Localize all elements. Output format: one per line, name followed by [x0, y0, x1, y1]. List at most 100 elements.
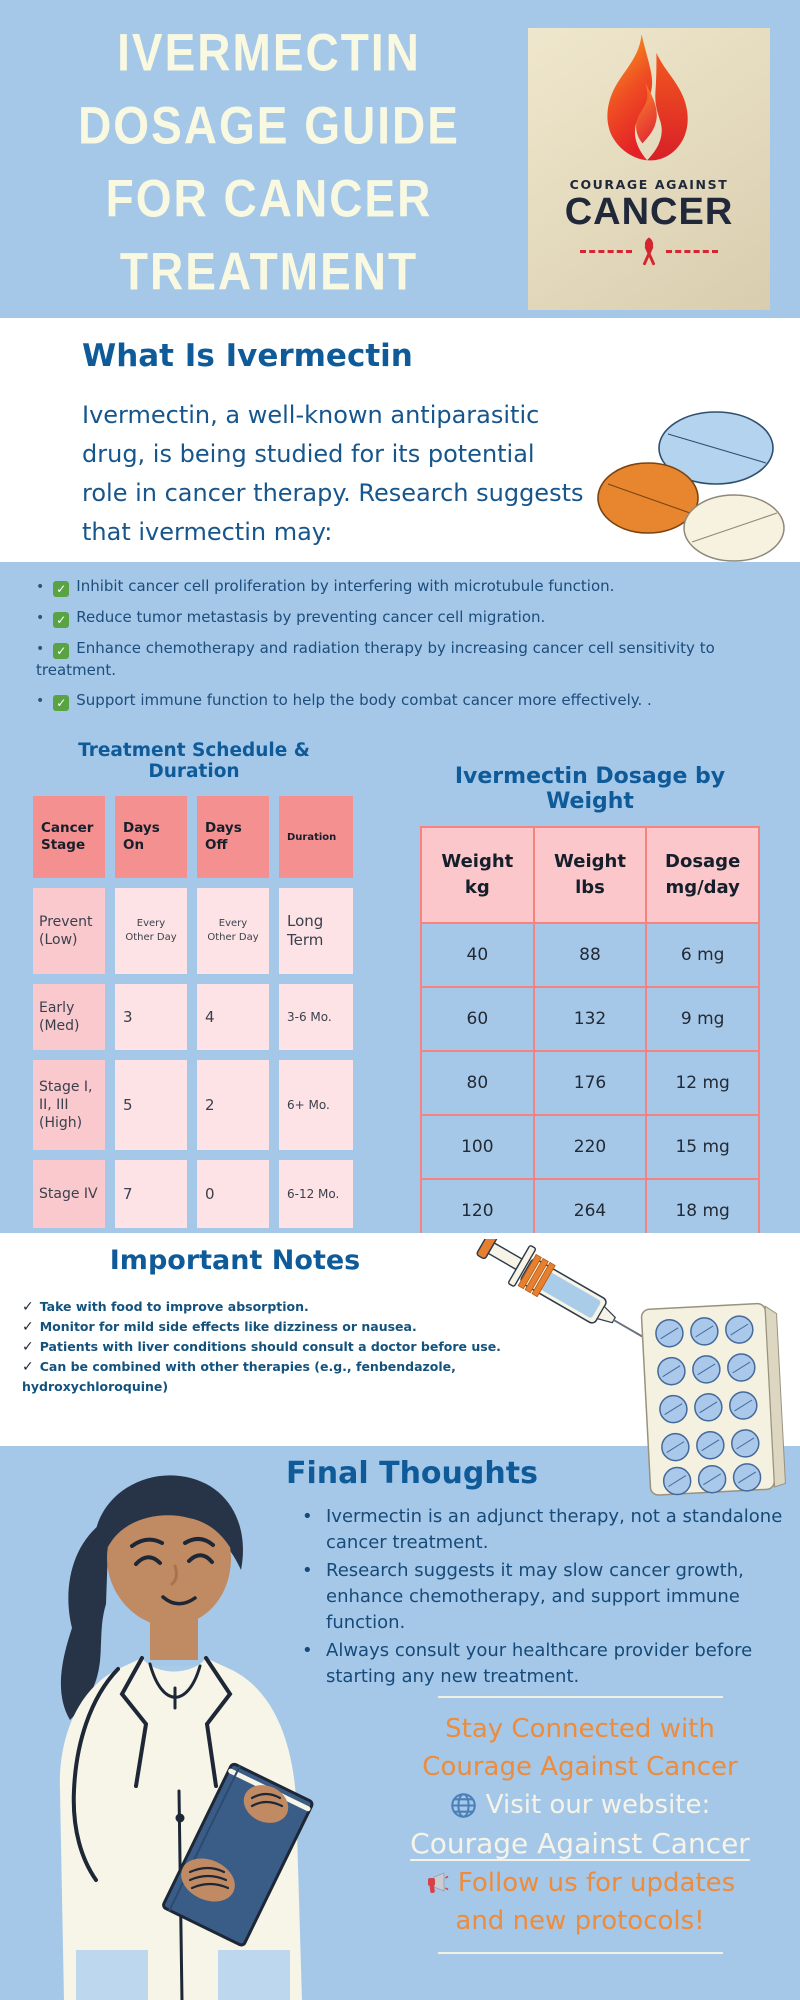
dosage-row: 100 220 15 mg — [420, 1114, 760, 1180]
dosage-table: Weight kg Weight lbs Dosage mg/day — [420, 826, 760, 1244]
benefits-list: • ✓ Inhibit cancer cell proliferation by i… — [36, 576, 736, 721]
schedule-cell: 6-12 Mo. — [279, 1160, 353, 1228]
checkmark-icon: ✓ — [22, 1299, 34, 1315]
benefit-text: Inhibit cancer cell proliferation by int… — [76, 577, 615, 595]
dosage-cell: 100 — [420, 1114, 535, 1180]
benefit-item: • ✓ Support immune function to help the bo… — [36, 690, 736, 712]
final-thoughts-section: Final Thoughts • Ivermectin is an adjunct… — [0, 1446, 800, 2000]
title-line-4: TREATMENT — [119, 241, 419, 301]
benefit-text: Reduce tumor metastasis by preventing ca… — [76, 608, 546, 626]
courage-against-cancer-logo: COURAGE AGAINST CANCER — [528, 28, 770, 310]
checkmark-icon: ✓ — [22, 1319, 34, 1335]
note-text: Patients with liver conditions should co… — [39, 1339, 501, 1354]
schedule-table: Cancer Stage Days On Days Off Duration P… — [33, 796, 355, 1228]
syringe-illustration — [476, 1239, 656, 1345]
schedule-cell: Prevent (Low) — [33, 888, 105, 974]
schedule-cell: 3 — [115, 984, 187, 1050]
logo-text-bottom: CANCER — [564, 191, 734, 233]
page-title: IVERMECTIN DOSAGE GUIDE FOR CANCER TREAT… — [24, 16, 514, 308]
footer-divider-bottom — [437, 1952, 723, 1954]
schedule-cell: Early (Med) — [33, 984, 105, 1050]
stay-connected-line-1: Stay Connected with — [445, 1714, 715, 1744]
note-item: ✓ Can be combined with other therapies (e… — [22, 1357, 562, 1396]
dosage-cell: 220 — [532, 1114, 648, 1180]
megaphone-icon — [427, 1872, 449, 1894]
dosage-row: 80 176 12 mg — [420, 1050, 760, 1116]
website-row: Visit our website: — [380, 1786, 780, 1824]
note-item: ✓ Patients with liver conditions should c… — [22, 1337, 562, 1357]
bullet-dot: • — [36, 693, 45, 709]
intro-section: What Is Ivermectin Ivermectin, a well-kn… — [0, 318, 800, 562]
dosage-header-cell: Weight kg — [420, 826, 535, 924]
green-check-icon: ✓ — [53, 612, 70, 628]
website-link[interactable]: Courage Against Cancer — [410, 1827, 750, 1860]
follow-label: Follow us for updates — [457, 1868, 736, 1898]
visit-website-label: Visit our website: — [485, 1790, 711, 1820]
ribbon-dash-left — [580, 249, 632, 253]
dosage-row: 60 132 9 mg — [420, 986, 760, 1052]
schedule-header-cell: Duration — [279, 796, 353, 878]
ribbon-dash-right — [666, 249, 718, 253]
dosage-header-cell: Weight lbs — [532, 826, 648, 924]
follow-row: Follow us for updates — [380, 1864, 780, 1902]
final-thoughts-title: Final Thoughts — [286, 1456, 538, 1491]
dosage-cell: 6 mg — [645, 922, 760, 988]
schedule-cell: 4 — [197, 984, 269, 1050]
final-bullet: • Ivermectin is an adjunct therapy, not a… — [302, 1504, 792, 1556]
intro-body: Ivermectin, a well-known antiparasitic d… — [82, 401, 584, 546]
bullet-dot: • — [36, 579, 45, 595]
blister-pack-illustration — [640, 1302, 786, 1496]
schedule-cell: 0 — [197, 1160, 269, 1228]
note-text: Take with food to improve absorption. — [39, 1299, 309, 1314]
dosage-cell: 9 mg — [645, 986, 760, 1052]
note-item: ✓ Take with food to improve absorption. — [22, 1297, 562, 1317]
stay-connected-line-2: Courage Against Cancer — [422, 1752, 738, 1782]
title-line-1: IVERMECTIN — [117, 22, 421, 82]
note-item: ✓ Monitor for mild side effects like dizz… — [22, 1317, 562, 1337]
green-check-icon: ✓ — [53, 643, 70, 659]
schedule-cell: 5 — [115, 1060, 187, 1150]
dosage-cell: 15 mg — [645, 1114, 760, 1180]
benefits-and-tables-section: • ✓ Inhibit cancer cell proliferation by i… — [0, 562, 800, 1244]
bullet-dot: • — [36, 641, 45, 657]
green-check-icon: ✓ — [53, 581, 70, 597]
note-text: Can be combined with other therapies (e.… — [22, 1359, 456, 1394]
benefit-text: Enhance chemotherapy and radiation thera… — [36, 639, 715, 679]
globe-icon — [450, 1792, 476, 1818]
dosage-row: 40 88 6 mg — [420, 922, 760, 988]
bullet-dot: • — [302, 1506, 313, 1527]
dosage-cell: 40 — [420, 922, 535, 988]
dosage-cell: 176 — [532, 1050, 648, 1116]
schedule-table-title: Treatment Schedule & Duration — [78, 740, 310, 782]
dosage-table-block: Ivermectin Dosage by Weight Weight kg We… — [420, 764, 760, 1244]
ribbon-row — [580, 235, 718, 267]
header-section: IVERMECTIN DOSAGE GUIDE FOR CANCER TREAT… — [0, 0, 800, 318]
green-check-icon: ✓ — [53, 695, 70, 711]
final-bullet: • Always consult your healthcare provider… — [302, 1638, 792, 1690]
final-thoughts-list: • Ivermectin is an adjunct therapy, not a… — [302, 1504, 792, 1692]
final-bullet-text: Research suggests it may slow cancer gro… — [326, 1560, 744, 1633]
final-bullet-text: Ivermectin is an adjunct therapy, not a … — [326, 1506, 783, 1553]
dosage-table-title: Ivermectin Dosage by Weight — [454, 764, 726, 814]
dosage-cell: 132 — [532, 986, 648, 1052]
follow-label-2: and new protocols! — [455, 1906, 705, 1936]
footer-divider-top — [437, 1696, 723, 1698]
flame-icon — [607, 34, 688, 161]
schedule-cell: Stage IV — [33, 1160, 105, 1228]
bullet-dot: • — [36, 610, 45, 626]
benefit-item: • ✓ Enhance chemotherapy and radiation the… — [36, 638, 736, 681]
dosage-cell: 80 — [420, 1050, 535, 1116]
dosage-cell: 88 — [532, 922, 648, 988]
treatment-schedule-block: Treatment Schedule & Duration Cancer Sta… — [33, 740, 355, 1228]
bullet-dot: • — [302, 1640, 313, 1661]
final-bullet: • Research suggests it may slow cancer gr… — [302, 1558, 792, 1636]
note-text: Monitor for mild side effects like dizzi… — [39, 1319, 417, 1334]
bullet-dot: • — [302, 1560, 313, 1581]
dosage-header-cell: Dosage mg/day — [645, 826, 760, 924]
benefit-item: • ✓ Reduce tumor metastasis by preventing … — [36, 607, 736, 629]
benefit-item: • ✓ Inhibit cancer cell proliferation by i… — [36, 576, 736, 598]
intro-heading: What Is Ivermectin — [82, 338, 413, 374]
schedule-cell: 2 — [197, 1060, 269, 1150]
schedule-cell: Every Other Day — [115, 888, 187, 974]
